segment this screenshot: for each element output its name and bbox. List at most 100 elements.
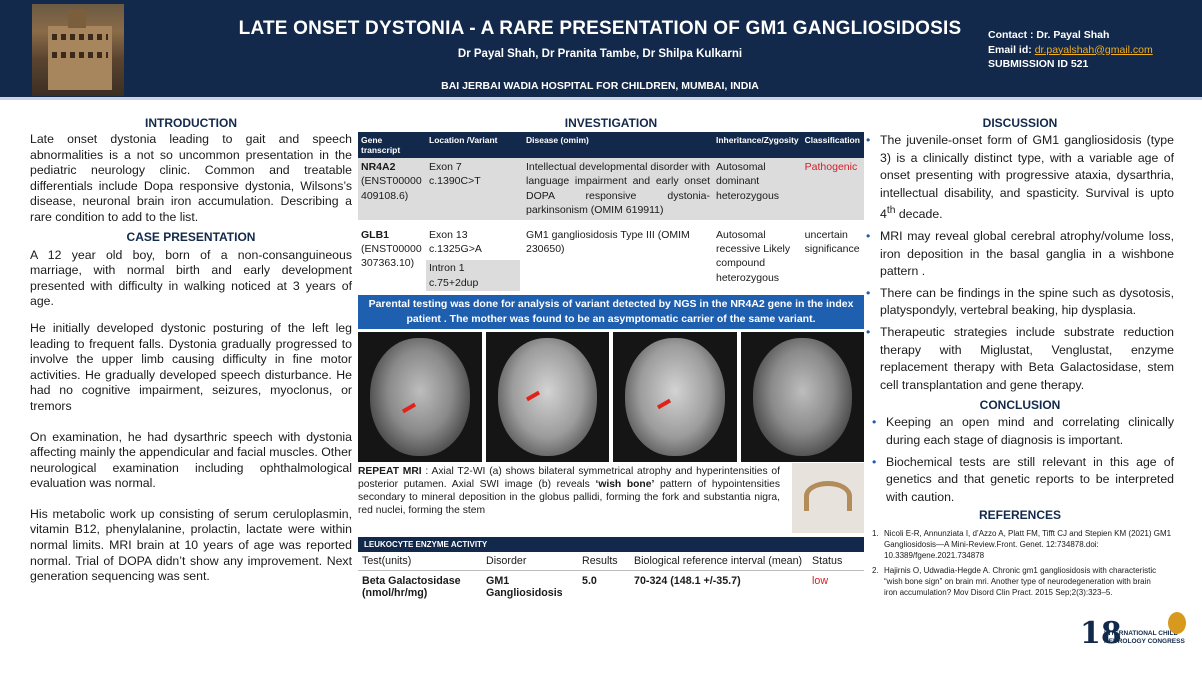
conclusion-heading: CONCLUSION (979, 398, 1061, 413)
col-test: Test(units) (358, 552, 482, 572)
reference-number: 2. (872, 566, 879, 576)
mri-caption-mid: : Axial T2-WI (a) shows bilateral symmet… (358, 466, 780, 491)
mri-caption: REPEAT MRI : Axial T2-WI (a) shows bilat… (358, 465, 780, 517)
contact-line: Contact : Dr. Payal Shah (988, 29, 1110, 41)
variant: c.1390C>T (429, 175, 481, 188)
reference-item: 1. Nicoli E-R, Annunziata I, d’Azzo A, Pl… (872, 528, 1174, 561)
brain-scan (370, 338, 470, 457)
location-cell: Exon 7 c.1390C>T (426, 158, 523, 220)
list-item: There can be findings in the spine such … (866, 285, 1174, 320)
poster-title: LATE ONSET DYSTONIA - A RARE PRESENTATIO… (238, 18, 962, 39)
reference-number: 1. (872, 529, 879, 539)
submission-id: SUBMISSION ID 521 (988, 58, 1089, 70)
mri-image-a2 (485, 332, 609, 463)
discussion-1-end: decade. (895, 207, 943, 222)
mri-image-b (613, 332, 737, 463)
gene-name: GLB1 (361, 228, 390, 241)
list-item: MRI may reveal global cerebral atrophy/v… (866, 228, 1174, 281)
logo-figure-icon (1168, 612, 1186, 634)
brain-scan (752, 338, 852, 457)
brain-scan (497, 338, 597, 457)
contact-block: Contact : Dr. Payal Shah Email id: dr.pa… (988, 28, 1153, 72)
wishbone-photo (792, 463, 864, 534)
enzyme-disorder: GM1 Gangliosidosis (486, 575, 563, 600)
references-list: 1. Nicoli E-R, Annunziata I, d’Azzo A, Pl… (866, 528, 1174, 598)
disease-cell: Intellectual developmental disorder with… (523, 158, 713, 220)
congress-logo: 18 INTERNATIONAL CHILD NEUROLOGY CONGRES… (1080, 612, 1192, 674)
table-row: NR4A2 (ENST00000409108.6) Exon 7 c.1390C… (358, 158, 864, 220)
col-results: Results (578, 552, 630, 572)
mri-caption-lead: REPEAT MRI (358, 466, 422, 478)
col-classification: Classification (801, 132, 864, 158)
case-heading: CASE PRESENTATION (126, 229, 256, 244)
email-line: Email id: dr.payalshah@gmail.com (988, 43, 1153, 58)
logo-mark: 18 (1080, 616, 1122, 651)
location: Exon 7 (429, 161, 462, 173)
mri-image-c (740, 332, 864, 463)
right-column: DISCUSSION The juvenile-onset form of GM… (866, 116, 1174, 602)
parental-testing-banner: Parental testing was done for analysis o… (358, 295, 864, 330)
email-link[interactable]: dr.payalshah@gmail.com (1034, 43, 1153, 56)
discussion-1-text: The juvenile-onset form of GM1 gangliosi… (880, 133, 1174, 222)
mri-caption-block: REPEAT MRI : Axial T2-WI (a) shows bilat… (358, 463, 864, 534)
col-disorder: Disorder (482, 552, 578, 572)
enzyme-heading: LEUKOCYTE ENZYME ACTIVITY (358, 537, 864, 553)
reference-text: Nicoli E-R, Annunziata I, d’Azzo A, Plat… (884, 529, 1172, 561)
discussion-list: The juvenile-onset form of GM1 gangliosi… (866, 132, 1174, 394)
case-paragraph-2: He initially developed dystonic posturin… (30, 320, 352, 413)
col-inheritance: Inheritance/Zygosity (713, 132, 802, 158)
inheritance-cell: Autosomal dominant heterozygous (713, 158, 802, 220)
table-row: GLB1 (ENST00000307363.10) Exon 13 c.1325… (358, 220, 864, 294)
enzyme-result: 5.0 (582, 575, 597, 588)
mri-caption-emph: ‘wish bone’ (595, 479, 655, 491)
gene-table-header: Gene transcript Location /Variant Diseas… (358, 132, 864, 158)
list-item: The juvenile-onset form of GM1 gangliosi… (866, 132, 1174, 224)
mri-image-a1 (358, 332, 482, 463)
gene-name: NR4A2 (361, 161, 396, 173)
tower-shape (68, 10, 86, 28)
hospital-photo (32, 4, 124, 96)
case-paragraph-1: A 12 year old boy, born of a non-consang… (30, 247, 352, 309)
wishbone-shape (804, 481, 852, 512)
table-row: Beta Galactosidase (nmol/hr/mg) GM1 Gang… (358, 571, 864, 604)
introduction-heading: INTRODUCTION (145, 116, 237, 130)
classification-cell: Pathogenic (801, 158, 864, 220)
logo-text: INTERNATIONAL CHILD NEUROLOGY CONGRESS (1104, 630, 1185, 645)
intron-box: Intron 1 c.75+2dup (426, 260, 520, 292)
brain-scan (625, 338, 725, 457)
case-paragraph-4: His metabolic work up consisting of seru… (30, 506, 352, 584)
hospital-name: BAI JERBAI WADIA HOSPITAL FOR CHILDREN, … (441, 80, 759, 92)
classification-cell: uncertain significance (804, 228, 860, 256)
building-shape (48, 26, 112, 90)
reference-item: 2. Hajirnis O, Udwadia-Hegde A. Chronic g… (872, 565, 1174, 598)
enzyme-status: low (812, 575, 829, 588)
col-reference: Biological reference interval (mean) (630, 552, 808, 572)
reference-text: Hajirnis O, Udwadia-Hegde A. Chronic gm1… (884, 566, 1157, 598)
location-cell: Exon 13 c.1325G>A Intron 1 c.75+2dup (426, 220, 523, 294)
gene-cell: NR4A2 (ENST00000409108.6) (358, 158, 426, 220)
case-paragraph-3: On examination, he had dysarthric speech… (30, 429, 352, 491)
col-disease: Disease (omim) (523, 132, 713, 158)
email-label: Email id: (988, 43, 1035, 56)
discussion-heading: DISCUSSION (982, 116, 1058, 130)
enzyme-table-header: Test(units) Disorder Results Biological … (358, 552, 864, 572)
disease-cell: GM1 gangliosidosis Type III (OMIM 230650… (526, 228, 690, 256)
col-gene-transcript: Gene transcript (358, 132, 426, 158)
left-column: INTRODUCTION Late onset dystonia leading… (30, 116, 352, 585)
enzyme-reference: 70-324 (148.1 +/-35.7) (634, 575, 741, 588)
inheritance-cell: Autosomal recessive Likely compound hete… (716, 228, 791, 284)
list-item: Keeping an open mind and correlating cli… (872, 414, 1174, 449)
header: LATE ONSET DYSTONIA - A RARE PRESENTATIO… (0, 0, 1202, 100)
variant: c.1325G>A (429, 243, 482, 256)
authors: Dr Payal Shah, Dr Pranita Tambe, Dr Shil… (457, 48, 743, 60)
references-heading: REFERENCES (978, 508, 1061, 523)
list-item: Biochemical tests are still relevant in … (872, 454, 1174, 507)
intron-variant: c.75+2dup (429, 276, 479, 289)
gene-transcript: (ENST00000409108.6) (361, 175, 422, 202)
col-status: Status (808, 552, 864, 572)
gene-table: Gene transcript Location /Variant Diseas… (358, 132, 864, 293)
middle-column: INVESTIGATION Gene transcript Location /… (358, 116, 864, 603)
intron-location: Intron 1 (429, 262, 465, 275)
gene-cell: GLB1 (ENST00000307363.10) (358, 220, 426, 294)
enzyme-table: Test(units) Disorder Results Biological … (358, 552, 864, 603)
